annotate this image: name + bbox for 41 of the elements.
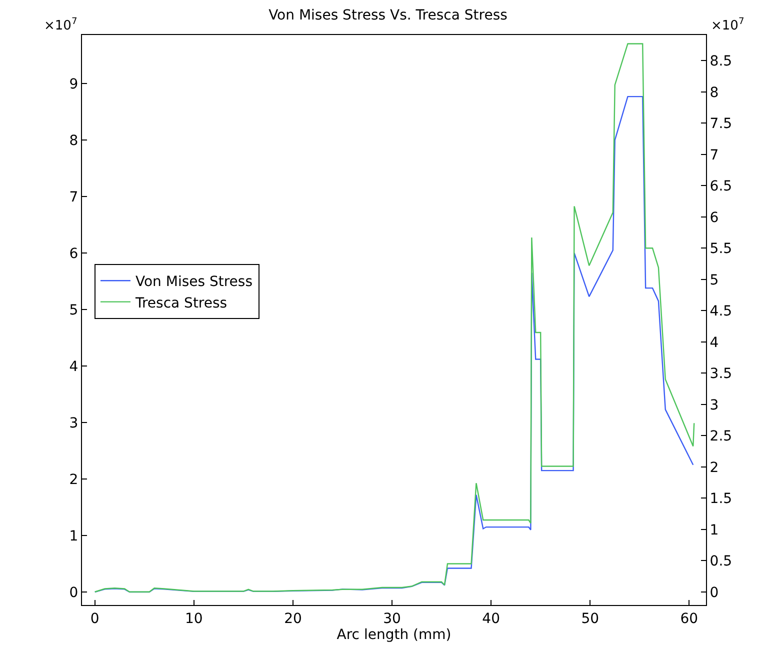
y2-tick-label: 5 bbox=[710, 272, 719, 288]
y2-tick-label: 0 bbox=[710, 584, 719, 601]
y2-tick-label: 2 bbox=[710, 460, 719, 476]
x-tick-label: 20 bbox=[284, 610, 302, 627]
x-tick-label: 10 bbox=[185, 610, 203, 627]
y2-tick-label: 7.5 bbox=[710, 116, 732, 132]
x-tick-label: 50 bbox=[581, 610, 600, 627]
legend-label: Von Mises Stress bbox=[135, 274, 253, 290]
y-tick-label: 5 bbox=[69, 302, 78, 318]
y2-tick-label: 8.5 bbox=[710, 54, 732, 70]
x-axis-title: Arc length (mm) bbox=[336, 626, 452, 643]
x-tick-label: 30 bbox=[383, 610, 401, 627]
y-tick-label: 7 bbox=[69, 189, 78, 206]
y2-tick-label: 2.5 bbox=[710, 428, 732, 445]
x-tick-label: 40 bbox=[482, 610, 500, 627]
text: ×10$^{7}$ bbox=[44, 17, 78, 34]
y-tick-label: 4 bbox=[69, 358, 78, 375]
y-tick-label: 8 bbox=[69, 132, 78, 149]
y-tick-label: 1 bbox=[69, 528, 78, 544]
y2-tick-label: 6 bbox=[710, 210, 719, 226]
y2-tick-label: 0.5 bbox=[710, 554, 732, 570]
y-tick-label: 9 bbox=[69, 76, 78, 92]
x-tick-label: 60 bbox=[680, 610, 698, 627]
y2-tick-label: 4.5 bbox=[710, 304, 732, 320]
y2-tick-label: 3 bbox=[710, 397, 719, 414]
y2-tick-label: 1 bbox=[710, 522, 719, 538]
chart-title: Von Mises Stress Vs. Tresca Stress bbox=[268, 8, 508, 24]
y2-tick-label: 6.5 bbox=[710, 178, 732, 195]
y-tick-label: 2 bbox=[69, 472, 78, 488]
y2-tick-label: 7 bbox=[710, 147, 719, 164]
y-tick-label: 6 bbox=[69, 246, 78, 262]
y-tick-label: 0 bbox=[69, 584, 78, 601]
legend-label: Tresca Stress bbox=[134, 295, 228, 312]
y2-tick-label: 1.5 bbox=[710, 491, 732, 508]
y2-tick-label: 4 bbox=[710, 334, 719, 351]
x-tick-label: 0 bbox=[90, 610, 100, 627]
y-tick-label: 3 bbox=[69, 415, 78, 432]
y2-tick-label: 5.5 bbox=[710, 241, 732, 258]
text: ×10$^{7}$ bbox=[711, 17, 744, 34]
y2-tick-label: 3.5 bbox=[710, 366, 732, 382]
y2-tick-label: 8 bbox=[710, 84, 719, 101]
